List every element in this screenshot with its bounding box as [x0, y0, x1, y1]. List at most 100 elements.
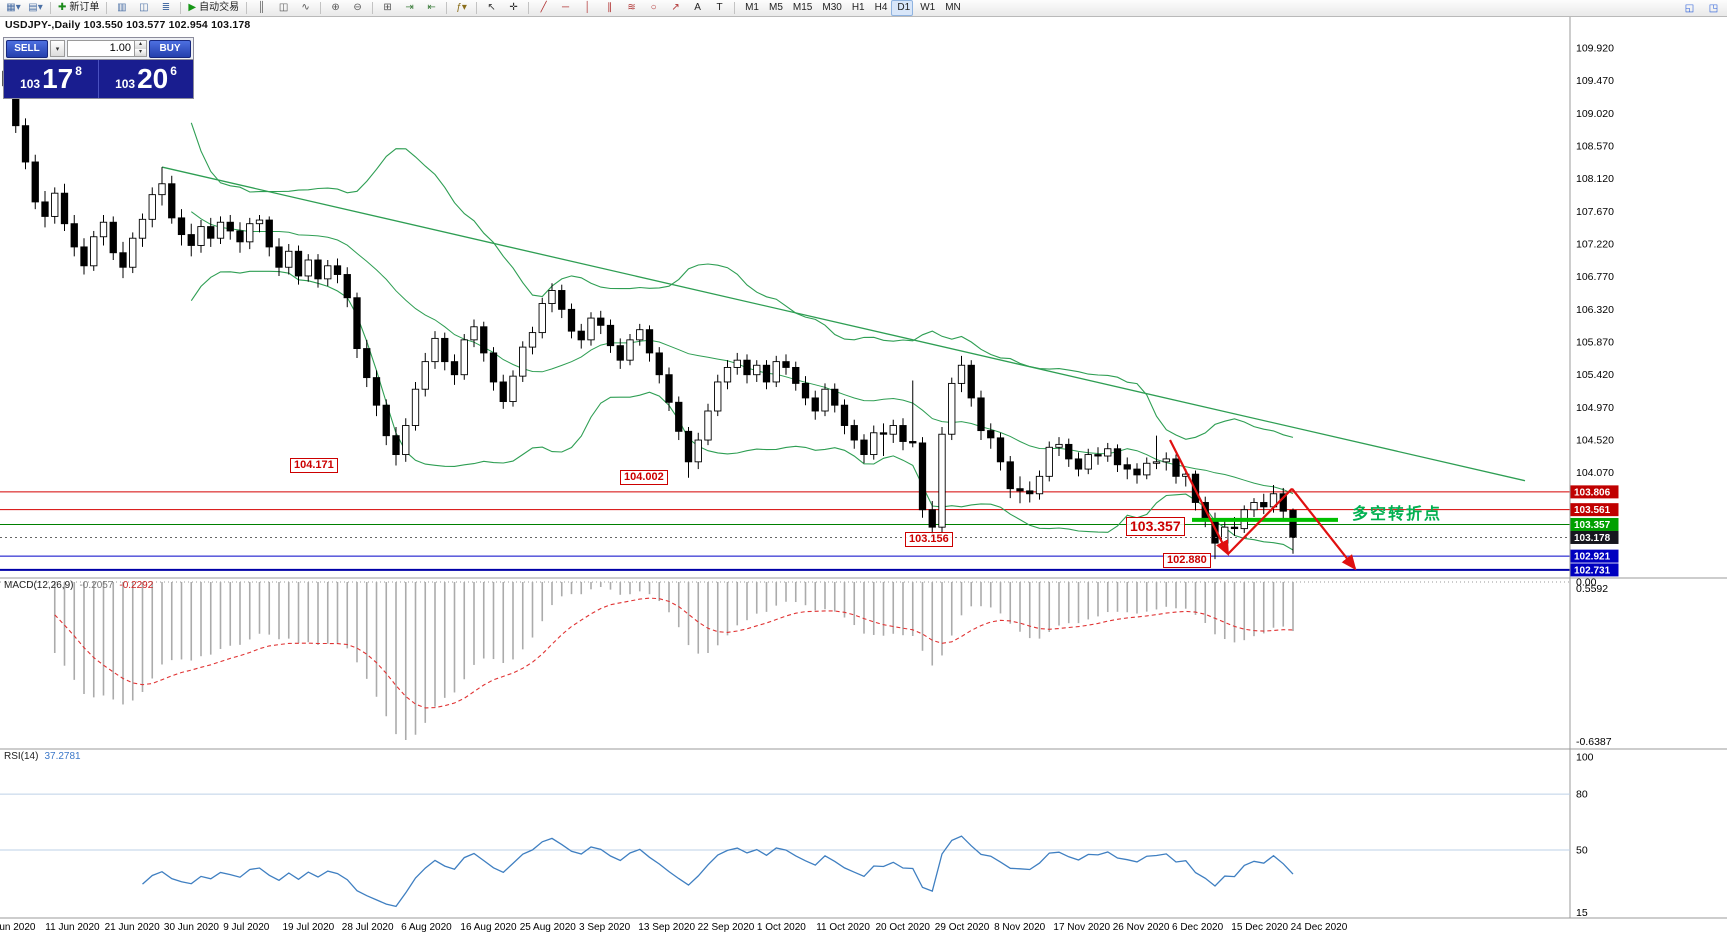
sell-price-pips: 17 — [42, 63, 74, 94]
svg-text:0.5592: 0.5592 — [1576, 583, 1608, 595]
svg-text:102.731: 102.731 — [1574, 565, 1611, 576]
svg-text:1 Jun 2020: 1 Jun 2020 — [0, 922, 36, 933]
tf-h4-button[interactable]: H4 — [869, 0, 891, 16]
svg-text:109.470: 109.470 — [1576, 75, 1614, 87]
zoom-in-button[interactable]: ⊕ — [325, 0, 346, 16]
svg-text:100: 100 — [1576, 752, 1594, 764]
svg-text:104.520: 104.520 — [1576, 435, 1614, 447]
buy-price-pips: 20 — [137, 63, 169, 94]
indicators-button[interactable]: ƒ▾ — [451, 0, 472, 16]
tf-m5-button[interactable]: M5 — [763, 0, 786, 16]
market-watch-button[interactable]: ▥ — [111, 0, 132, 16]
crosshair-button[interactable]: ✛ — [503, 0, 524, 16]
fibonacci-button[interactable]: ≋ — [621, 0, 642, 16]
chinese-annotation[interactable]: 多空转折点 — [1352, 506, 1443, 523]
macd-title-text: MACD(12,26,9) — [4, 580, 74, 591]
autotrading-button[interactable]: ▶ 自动交易 — [185, 0, 242, 16]
line-chart-button[interactable]: ∿ — [295, 0, 316, 16]
tf-mn-button-label: MN — [945, 2, 961, 13]
text-icon: A — [694, 2, 701, 13]
svg-text:11 Jun 2020: 11 Jun 2020 — [45, 922, 100, 933]
window-restore-icon[interactable]: ◱ — [1684, 3, 1695, 14]
text-label-button[interactable]: T — [709, 0, 730, 16]
svg-text:22 Sep 2020: 22 Sep 2020 — [698, 922, 755, 933]
profiles-button[interactable]: ▤▾ — [25, 0, 46, 16]
sell-price-display[interactable]: 103 17 8 — [4, 60, 99, 98]
auto-scroll-icon: ⇥ — [405, 2, 414, 13]
buy-button[interactable]: BUY — [149, 39, 191, 58]
arrows-button[interactable]: ↗ — [665, 0, 686, 16]
svg-text:20 Oct 2020: 20 Oct 2020 — [876, 922, 931, 933]
svg-text:106.320: 106.320 — [1576, 304, 1614, 316]
buy-price-display[interactable]: 103 20 6 — [99, 60, 193, 98]
sell-price-frac: 8 — [75, 64, 82, 78]
tf-m30-button[interactable]: M30 — [816, 0, 844, 16]
trendline-button[interactable]: ╱ — [533, 0, 554, 16]
market-watch-icon: ▥ — [117, 2, 127, 13]
zoom-out-button[interactable]: ⊖ — [347, 0, 368, 16]
tf-m1-button[interactable]: M1 — [739, 0, 762, 16]
svg-text:109.920: 109.920 — [1576, 43, 1614, 55]
svg-text:26 Nov 2020: 26 Nov 2020 — [1113, 922, 1170, 933]
window-list-icon[interactable]: ◳ — [1708, 3, 1719, 14]
tf-m15-button[interactable]: M15 — [787, 0, 815, 16]
toolbar-separator — [50, 2, 51, 14]
svg-text:107.670: 107.670 — [1576, 206, 1614, 218]
svg-text:103.561: 103.561 — [1574, 505, 1611, 516]
volume-dropdown[interactable]: ▾ — [50, 40, 65, 57]
price-callout-label[interactable]: 104.002 — [620, 470, 668, 485]
new-order-button[interactable]: ✚ 新订单 — [55, 0, 102, 16]
bar-chart-button[interactable]: ║ — [251, 0, 272, 16]
svg-text:108.120: 108.120 — [1576, 173, 1614, 185]
price-callout-label[interactable]: 104.171 — [290, 458, 338, 473]
cursor-icon: ↖ — [487, 2, 496, 13]
new-order-button-label: 新订单 — [69, 2, 100, 13]
tile-windows-button[interactable]: ⊞ — [377, 0, 398, 16]
auto-scroll-button[interactable]: ⇥ — [399, 0, 420, 16]
volume-spinner[interactable]: ▴ ▾ — [134, 41, 146, 56]
svg-text:21 Jun 2020: 21 Jun 2020 — [105, 922, 160, 933]
shapes-button[interactable]: ○ — [643, 0, 664, 16]
svg-text:109.020: 109.020 — [1576, 108, 1614, 120]
cursor-button[interactable]: ↖ — [481, 0, 502, 16]
navigator-button[interactable]: ≣ — [155, 0, 176, 16]
tf-m5-button-label: M5 — [769, 2, 783, 13]
chart-shift-button[interactable]: ⇤ — [421, 0, 442, 16]
svg-text:13 Sep 2020: 13 Sep 2020 — [638, 922, 695, 933]
svg-text:107.220: 107.220 — [1576, 239, 1614, 251]
tf-d1-button[interactable]: D1 — [891, 0, 914, 16]
price-callout-label[interactable]: 103.357 — [1126, 517, 1185, 536]
svg-text:50: 50 — [1576, 844, 1588, 856]
vertical-line-button[interactable]: │ — [577, 0, 598, 16]
volume-down-icon[interactable]: ▾ — [135, 48, 146, 56]
channel-button[interactable]: ∥ — [599, 0, 620, 16]
new-chart-button[interactable]: ▦▾ — [3, 0, 24, 16]
crosshair-icon: ✛ — [509, 2, 518, 13]
sell-button[interactable]: SELL — [6, 39, 48, 58]
new-chart-icon: ▦▾ — [6, 2, 21, 13]
rsi-panel — [0, 793, 1570, 908]
candlestick-chart-button[interactable]: ◫ — [273, 0, 294, 16]
candlestick-chart-icon: ◫ — [278, 2, 289, 13]
volume-up-icon[interactable]: ▴ — [135, 41, 146, 49]
data-window-button[interactable]: ◫ — [133, 0, 154, 16]
toolbar-separator — [446, 2, 448, 14]
profiles-icon: ▤▾ — [28, 2, 43, 13]
tf-h1-button[interactable]: H1 — [846, 0, 868, 16]
tf-w1-button[interactable]: W1 — [914, 0, 938, 16]
tf-mn-button[interactable]: MN — [939, 0, 964, 16]
svg-text:104.070: 104.070 — [1576, 467, 1614, 479]
horizontal-line-button[interactable]: ─ — [555, 0, 576, 16]
navigator-icon: ≣ — [161, 2, 171, 13]
svg-text:104.970: 104.970 — [1576, 402, 1614, 414]
volume-input[interactable]: 1.00 ▴ ▾ — [67, 40, 147, 57]
toolbar-separator — [106, 2, 108, 14]
volume-value: 1.00 — [109, 42, 131, 54]
toolbar-separator — [320, 2, 322, 14]
buy-price-base: 103 — [115, 77, 136, 91]
text-button[interactable]: A — [687, 0, 708, 16]
price-callout-label[interactable]: 103.156 — [905, 532, 953, 547]
price-callout-label[interactable]: 102.880 — [1163, 553, 1211, 568]
autotrading-icon: ▶ — [188, 2, 197, 13]
